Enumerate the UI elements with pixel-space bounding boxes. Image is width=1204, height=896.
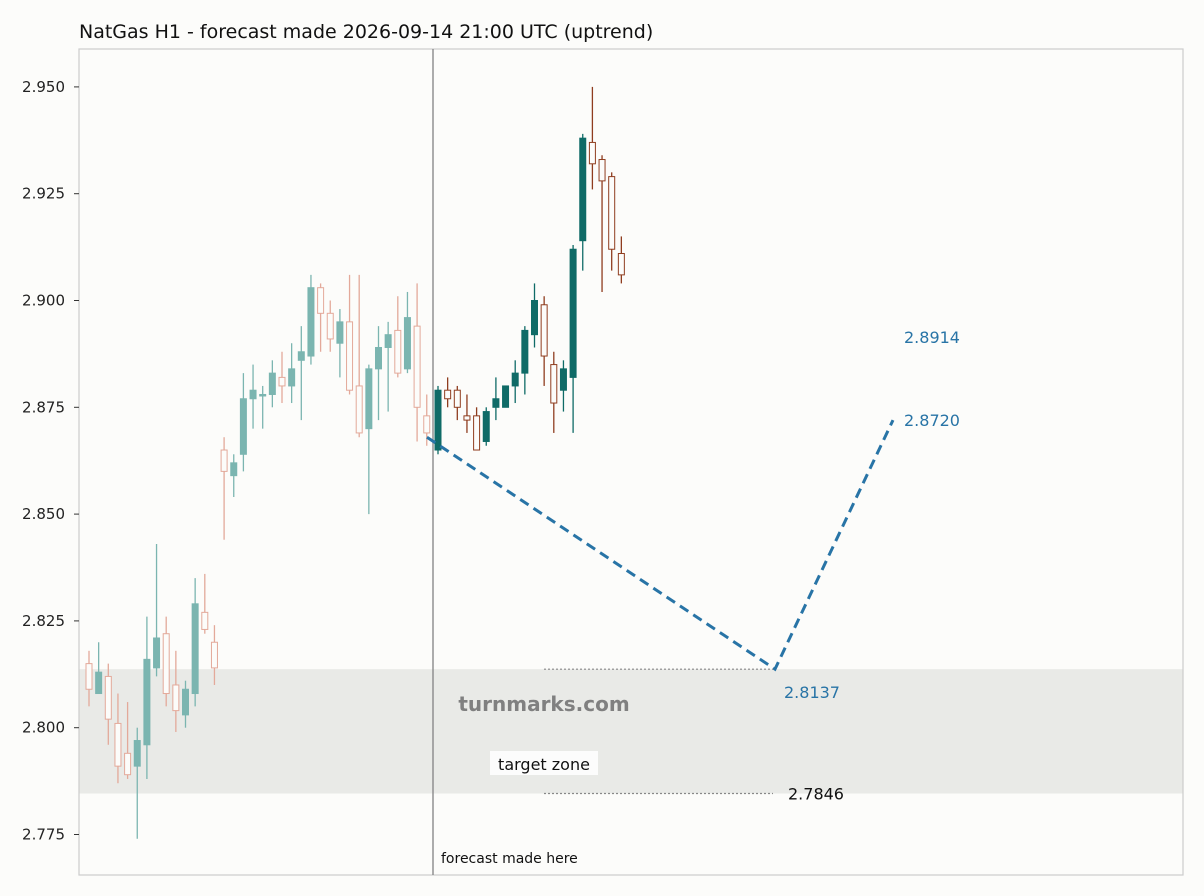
candle-up <box>492 398 500 408</box>
candle-up <box>133 740 141 767</box>
forecast-value-label: 2.8137 <box>784 683 840 702</box>
candle-up <box>569 248 577 378</box>
candle-up <box>230 462 238 477</box>
candle-up <box>365 368 373 430</box>
candle-up <box>239 398 247 455</box>
candle-down <box>124 752 132 776</box>
candle-up <box>375 346 382 370</box>
target-zone-label: target zone <box>498 755 590 774</box>
candle-down <box>346 321 354 391</box>
y-tick-label: 2.875 <box>22 398 65 416</box>
candle-down <box>317 287 325 314</box>
candle-down <box>550 364 558 404</box>
candles-layer <box>85 49 625 875</box>
candle-up <box>482 411 490 442</box>
y-tick-label: 2.925 <box>22 185 65 203</box>
candle-down <box>114 722 122 767</box>
y-tick-label: 2.850 <box>22 505 65 523</box>
candle-down <box>413 325 421 408</box>
candle-up <box>521 329 529 374</box>
candle-up <box>434 389 442 451</box>
candle-up <box>403 317 411 370</box>
forecast-path-line <box>426 419 895 672</box>
candle-up <box>259 393 267 397</box>
candle-up <box>579 137 587 242</box>
candle-down <box>608 176 616 250</box>
chart-title: NatGas H1 - forecast made 2026-09-14 21:… <box>79 21 653 43</box>
target-zone-band <box>79 669 1183 794</box>
y-tick-label: 2.775 <box>22 826 65 844</box>
y-axis: 2.775 2.800 2.825 2.850 2.875 2.900 2.925 2.950 <box>22 78 79 844</box>
candle-up <box>502 385 510 408</box>
candle-down <box>162 633 170 695</box>
candle-down <box>473 415 481 451</box>
candle-up <box>307 287 315 357</box>
candle-down <box>540 304 548 357</box>
target-zone-layer <box>79 669 1183 794</box>
annotation-layer: 2.8914 2.8720 2.8137 2.7846 target zone turnm… <box>441 328 960 867</box>
candle-up <box>249 389 257 400</box>
candle-up <box>143 658 151 746</box>
candle-down <box>278 376 286 387</box>
forecast-value-label: 2.8720 <box>904 411 960 430</box>
candle-down <box>444 389 452 400</box>
candle-up <box>153 637 161 669</box>
candle-down <box>423 415 431 434</box>
candle-up <box>182 688 189 716</box>
y-tick-label: 2.900 <box>22 292 65 310</box>
y-tick-label: 2.800 <box>22 719 65 737</box>
candle-down <box>85 663 93 690</box>
target-zone-low-label: 2.7846 <box>788 784 844 803</box>
candle-up <box>297 351 305 361</box>
candle-down <box>210 641 218 669</box>
candle-down <box>104 675 112 720</box>
candle-down <box>326 312 334 340</box>
y-tick-label: 2.950 <box>22 78 65 96</box>
y-tick-label: 2.825 <box>22 612 65 630</box>
candle-up <box>511 372 519 387</box>
candle-up <box>531 300 538 336</box>
candle-down <box>394 329 402 374</box>
candle-down <box>598 159 606 182</box>
candle-up <box>268 372 276 395</box>
candle-down <box>617 253 625 276</box>
candle-up <box>288 368 296 387</box>
candle-up <box>559 368 567 391</box>
candle-up <box>336 321 344 344</box>
candle-down <box>588 141 596 165</box>
candle-down <box>355 385 363 434</box>
candle-down <box>201 611 209 630</box>
target-zone-label-box <box>490 751 598 776</box>
candle-down <box>220 449 228 472</box>
watermark: turnmarks.com <box>458 692 629 716</box>
candle-down <box>463 415 471 421</box>
candle-down <box>453 389 461 408</box>
forecast-value-label: 2.8914 <box>904 328 960 347</box>
plot-frame <box>78 48 1184 876</box>
candle-up <box>384 334 392 348</box>
forecast-layer <box>426 419 895 795</box>
candle-up <box>95 671 103 695</box>
candle-up <box>191 603 199 695</box>
candle-down <box>172 684 180 712</box>
forecast-divider-label: forecast made here <box>441 851 578 867</box>
